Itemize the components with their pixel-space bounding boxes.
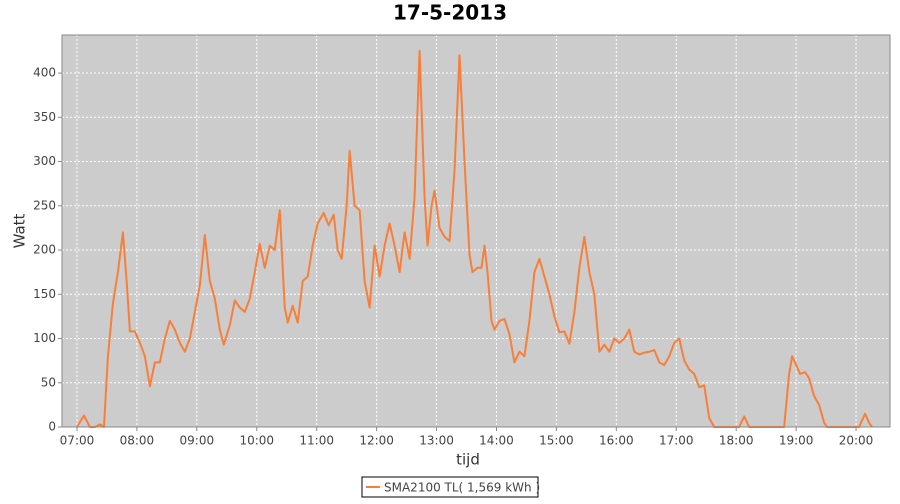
data-line <box>76 49 873 428</box>
y-tick-label: 100 <box>33 331 56 345</box>
plot-border <box>61 34 891 428</box>
y-tick-label: 0 <box>48 420 56 434</box>
x-tick-label: 15:00 <box>539 434 574 448</box>
x-tick-label: 12:00 <box>359 434 394 448</box>
x-tick-label: 14:00 <box>479 434 514 448</box>
y-tick-label: 400 <box>33 66 56 80</box>
x-tick-label: 10:00 <box>239 434 274 448</box>
x-tick-label: 07:00 <box>60 434 95 448</box>
y-tick-label: 150 <box>33 287 56 301</box>
x-tick-label: 09:00 <box>180 434 215 448</box>
y-tick-label: 250 <box>33 198 56 212</box>
plot-area <box>61 34 891 428</box>
x-tick-label: 11:00 <box>299 434 334 448</box>
x-tick-label: 18:00 <box>719 434 754 448</box>
legend-label: SMA2100 TL( 1,569 kWh ) <box>384 481 540 495</box>
y-tick-label: 300 <box>33 154 56 168</box>
y-tick-label: 350 <box>33 110 56 124</box>
x-tick-label: 20:00 <box>839 434 874 448</box>
y-axis-label: Watt <box>11 213 29 248</box>
x-axis-label: tijd <box>456 451 480 469</box>
y-tick-label: 50 <box>41 375 56 389</box>
x-tick-label: 16:00 <box>599 434 634 448</box>
x-tick-label: 17:00 <box>659 434 694 448</box>
chart-title: 17-5-2013 <box>393 1 507 25</box>
legend <box>361 476 539 498</box>
y-tick-label: 200 <box>33 243 56 257</box>
x-tick-label: 08:00 <box>120 434 155 448</box>
x-tick-label: 13:00 <box>419 434 454 448</box>
x-tick-label: 19:00 <box>779 434 814 448</box>
